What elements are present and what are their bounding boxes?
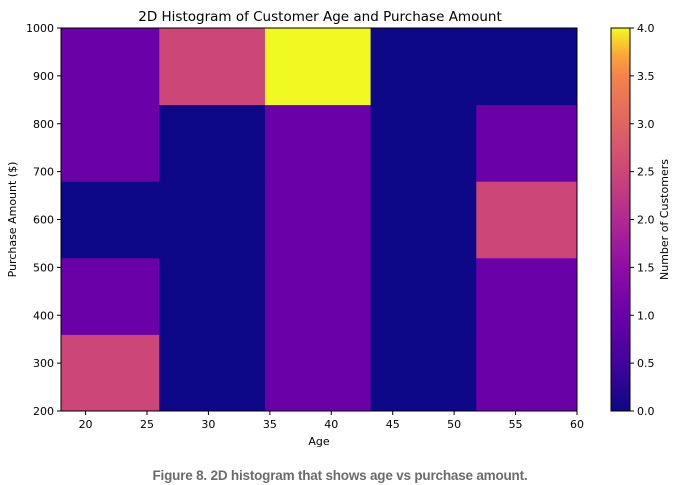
histogram-cell xyxy=(264,181,372,259)
histogram-cell xyxy=(476,257,578,335)
x-tick-label: 50 xyxy=(447,418,461,431)
histogram-cell xyxy=(159,104,266,182)
chart-svg: 2D Histogram of Customer Age and Purchas… xyxy=(6,9,671,448)
histogram-cell xyxy=(370,28,477,106)
x-axis-label: Age xyxy=(308,435,330,448)
x-tick-label: 55 xyxy=(509,418,523,431)
colorbar-tick-label: 4.0 xyxy=(637,22,655,35)
x-tick-label: 30 xyxy=(201,418,215,431)
y-axis-label: Purchase Amount ($) xyxy=(6,162,19,278)
colorbar-tick-label: 0.0 xyxy=(637,405,655,418)
colorbar-tick-label: 2.0 xyxy=(637,214,655,227)
histogram-cell xyxy=(159,28,266,106)
colorbar-tick-label: 2.5 xyxy=(637,166,655,179)
colorbar-tick-label: 3.0 xyxy=(637,118,655,131)
histogram-cell xyxy=(61,334,160,412)
x-tick-label: 45 xyxy=(386,418,400,431)
y-axis-ticks: 200 300 400 500 600 700 800 900 1000 xyxy=(26,22,61,418)
x-tick-label: 40 xyxy=(324,418,338,431)
histogram-cell xyxy=(476,181,578,259)
histogram-cells xyxy=(61,28,578,412)
y-tick-label: 1000 xyxy=(26,22,54,35)
colorbar-tick-label: 0.5 xyxy=(637,357,655,370)
histogram-cell xyxy=(61,28,160,106)
x-tick-label: 20 xyxy=(79,418,93,431)
histogram-cell xyxy=(159,181,266,259)
x-axis-ticks: 20 25 30 35 40 45 50 55 60 xyxy=(79,411,584,431)
histogram-cell xyxy=(61,181,160,259)
y-tick-label: 500 xyxy=(33,261,54,274)
histogram-cell xyxy=(476,334,578,412)
colorbar xyxy=(610,27,631,412)
y-tick-label: 200 xyxy=(33,405,54,418)
y-tick-label: 400 xyxy=(33,309,54,322)
histogram-cell xyxy=(264,28,372,106)
colorbar-tick-label: 1.0 xyxy=(637,309,655,322)
y-tick-label: 700 xyxy=(33,166,54,179)
histogram-cell xyxy=(370,334,477,412)
histogram-cell xyxy=(264,104,372,182)
histogram-cell xyxy=(61,104,160,182)
x-tick-label: 60 xyxy=(570,418,584,431)
histogram-cell xyxy=(476,104,578,182)
histogram-cell xyxy=(476,28,578,106)
histogram-cell xyxy=(61,257,160,335)
histogram-chart: 2D Histogram of Customer Age and Purchas… xyxy=(6,9,671,448)
colorbar-label: Number of Customers xyxy=(658,159,671,280)
histogram-cell xyxy=(370,104,477,182)
y-tick-label: 600 xyxy=(33,214,54,227)
histogram-cell xyxy=(370,181,477,259)
histogram-cell xyxy=(370,257,477,335)
y-tick-label: 900 xyxy=(33,70,54,83)
figure-caption: Figure 8. 2D histogram that shows age vs… xyxy=(152,468,528,483)
colorbar-tick-label: 1.5 xyxy=(637,261,655,274)
chart-title: 2D Histogram of Customer Age and Purchas… xyxy=(138,9,502,25)
histogram-cell xyxy=(159,334,266,412)
y-tick-label: 800 xyxy=(33,118,54,131)
x-tick-label: 35 xyxy=(263,418,277,431)
histogram-cell xyxy=(264,257,372,335)
histogram-cell xyxy=(159,257,266,335)
x-tick-label: 25 xyxy=(140,418,154,431)
colorbar-ticks: 0.0 0.5 1.0 1.5 2.0 2.5 3.0 3.5 4.0 xyxy=(630,22,655,418)
colorbar-tick-label: 3.5 xyxy=(637,70,655,83)
histogram-cell xyxy=(264,334,372,412)
y-tick-label: 300 xyxy=(33,357,54,370)
